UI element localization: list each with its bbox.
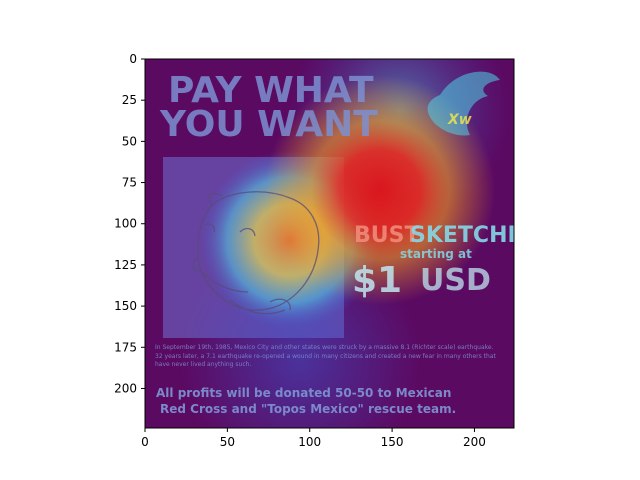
x-tick-label: 50 [220,435,235,449]
y-tick-label: 175 [114,340,137,354]
x-tick-label: 150 [381,435,404,449]
body-paragraph: In September 19th, 1985, Mexico City and… [155,344,496,368]
y-tick-label: 75 [122,176,137,190]
bust-word: BUST [354,223,419,248]
lioness-sketch [192,191,320,315]
y-tick-label: 200 [114,381,137,395]
price: $1 [352,260,402,301]
y-tick-label: 25 [122,93,137,107]
currency: USD [420,263,491,298]
x-tick-label: 200 [463,435,486,449]
donation-line2: Red Cross and "Topos Mexico" rescue team… [160,402,456,416]
starting-at: starting at [400,247,472,261]
sketches-word: SKETCHES [410,223,538,248]
overlay-image: PAY WHAT YOU WANT Xw BUST SKETCHES start… [145,59,538,428]
x-axis-ticks: 0 50 100 150 200 [141,428,486,449]
logo-text: Xw [447,112,472,128]
y-tick-label: 100 [114,217,137,231]
y-tick-label: 150 [114,299,137,313]
y-tick-label: 125 [114,258,137,272]
y-tick-label: 0 [129,52,137,66]
headline-line1: PAY WHAT [168,70,374,111]
axes-frame [144,58,515,429]
donation-line1: All profits will be donated 50-50 to Mex… [156,386,451,400]
x-tick-label: 100 [298,435,321,449]
headline-line2: YOU WANT [159,104,378,145]
y-axis-ticks: 0 25 50 75 100 125 150 175 200 [114,52,145,395]
xw-logo: Xw [427,71,500,136]
x-tick-label: 0 [141,435,149,449]
y-tick-label: 50 [122,134,137,148]
